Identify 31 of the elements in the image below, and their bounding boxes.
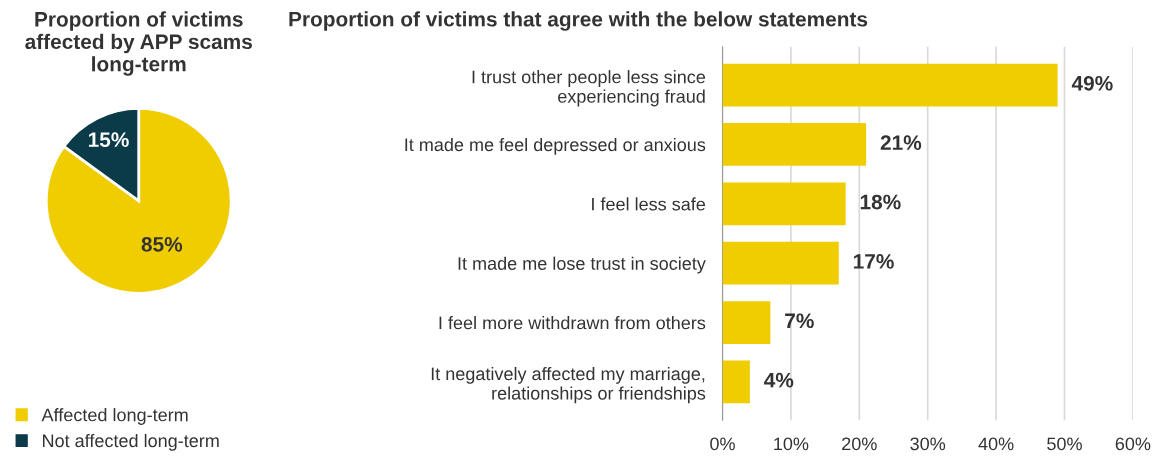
bar xyxy=(722,182,846,226)
bar xyxy=(722,123,867,166)
x-tick-label: 50% xyxy=(1047,437,1082,451)
y-tick-label: I feel more withdrawn from others xyxy=(439,316,706,330)
bar xyxy=(722,301,771,344)
chart-title: Proportion of victims affected by APP scams long-term xyxy=(25,11,252,76)
data-label: 49% xyxy=(1071,75,1113,91)
data-label: 7% xyxy=(785,313,814,329)
y-tick-label: I feel less safe xyxy=(592,197,706,211)
data-label: 17% xyxy=(853,254,894,269)
y-tick-label: It made me feel depressed or anxious xyxy=(405,137,706,155)
x-tick-label: 0% xyxy=(710,437,735,451)
bar xyxy=(722,360,750,404)
data-label: 21% xyxy=(880,135,922,150)
y-tick-label: It made me lose trust in society xyxy=(458,256,706,274)
bar xyxy=(722,63,1058,107)
x-tick-label: 10% xyxy=(774,437,809,451)
data-label: 15% xyxy=(88,132,129,148)
bar xyxy=(722,241,839,285)
legend-label: Affected long-term xyxy=(41,408,188,425)
data-label: 85% xyxy=(141,236,183,252)
y-tick-label: I trust other people less since experiencing fraud xyxy=(472,70,706,107)
x-tick-label: 60% xyxy=(1115,437,1151,451)
chart-title: Proportion of victims that agree with the below statements xyxy=(289,11,868,31)
y-tick-label: It negatively affected my marriage, relationships or friendships xyxy=(431,366,706,404)
x-tick-label: 30% xyxy=(910,437,946,451)
data-label: 18% xyxy=(860,194,901,210)
data-label: 4% xyxy=(764,372,794,388)
x-tick-label: 20% xyxy=(842,437,877,451)
legend-label: Not affected long-term xyxy=(43,433,219,451)
x-tick-label: 40% xyxy=(978,437,1014,451)
